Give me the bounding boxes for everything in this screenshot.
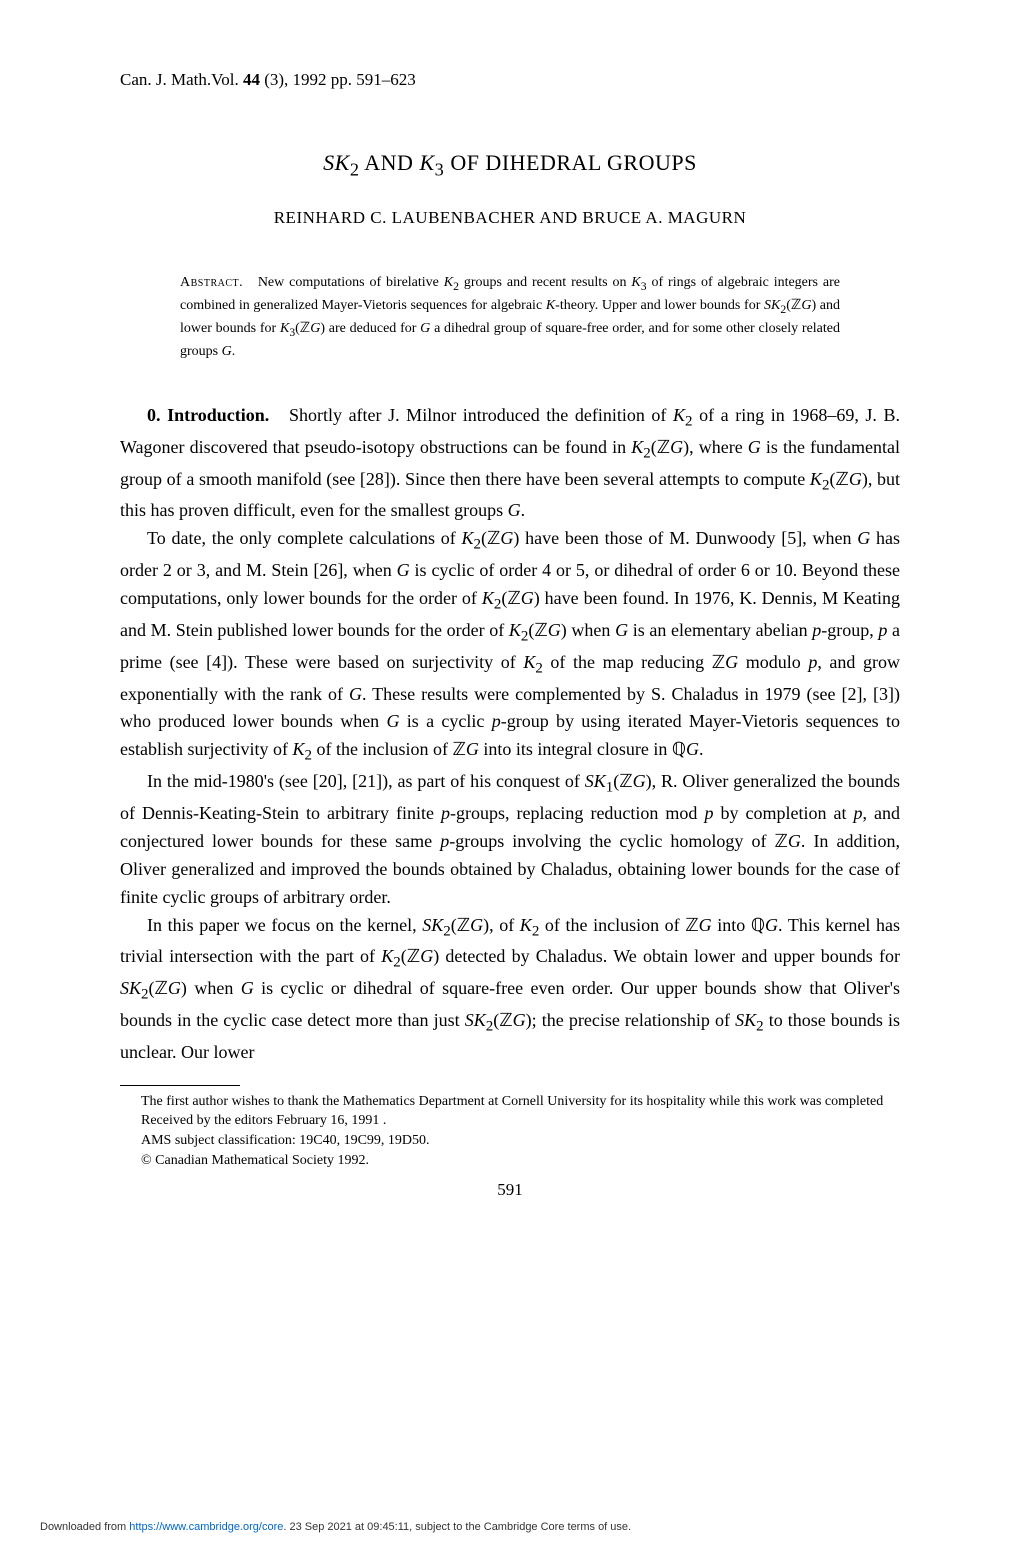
journal-year: 1992 xyxy=(293,70,327,89)
title-suffix: OF DIHEDRAL GROUPS xyxy=(444,150,697,175)
abstract-label: Abstract. xyxy=(180,275,243,290)
footnote-ams: AMS subject classification: 19C40, 19C99… xyxy=(120,1131,900,1151)
section-heading: Introduction. xyxy=(167,405,269,425)
footnote-copyright: © Canadian Mathematical Society 1992. xyxy=(120,1151,900,1171)
paper-title: SK2 AND K3 OF DIHEDRAL GROUPS xyxy=(120,150,900,180)
authors: REINHARD C. LAUBENBACHER AND BRUCE A. MA… xyxy=(120,208,900,228)
journal-reference: Can. J. Math.Vol. 44 (3), 1992 pp. 591–6… xyxy=(120,70,900,90)
download-note: Downloaded from https://www.cambridge.or… xyxy=(40,1521,631,1533)
abstract: Abstract. New computations of birelative… xyxy=(180,273,840,361)
footnote-received: Received by the editors February 16, 199… xyxy=(120,1111,900,1131)
footnote-divider xyxy=(120,1085,240,1086)
section-number: 0. xyxy=(147,405,161,425)
download-suffix: . 23 Sep 2021 at 09:45:11, subject to th… xyxy=(283,1521,631,1533)
journal-issue: 3 xyxy=(270,70,279,89)
page-number: 591 xyxy=(120,1180,900,1200)
introduction-section: 0. Introduction. Shortly after J. Milnor… xyxy=(120,402,900,1067)
title-k: K xyxy=(419,150,434,175)
footnotes: The first author wishes to thank the Mat… xyxy=(120,1092,900,1170)
title-sk: SK xyxy=(323,150,350,175)
footnote-acknowledgment: The first author wishes to thank the Mat… xyxy=(120,1092,900,1112)
journal-name: Can. J. Math. xyxy=(120,70,211,89)
journal-volume: 44 xyxy=(243,70,260,89)
intro-para2: To date, the only complete calculations … xyxy=(120,525,900,768)
title-mid: AND xyxy=(360,150,420,175)
abstract-text: New computations of birelative K2 groups… xyxy=(180,275,840,358)
download-link[interactable]: https://www.cambridge.org/core xyxy=(129,1521,283,1533)
title-sub2: 3 xyxy=(435,159,445,179)
intro-para3: In the mid-1980's (see [20], [21]), as p… xyxy=(120,768,900,911)
intro-para4: In this paper we focus on the kernel, SK… xyxy=(120,912,900,1067)
journal-pages: 591–623 xyxy=(356,70,416,89)
intro-para1: 0. Introduction. Shortly after J. Milnor… xyxy=(120,402,900,525)
title-sub1: 2 xyxy=(350,159,360,179)
download-prefix: Downloaded from xyxy=(40,1521,129,1533)
